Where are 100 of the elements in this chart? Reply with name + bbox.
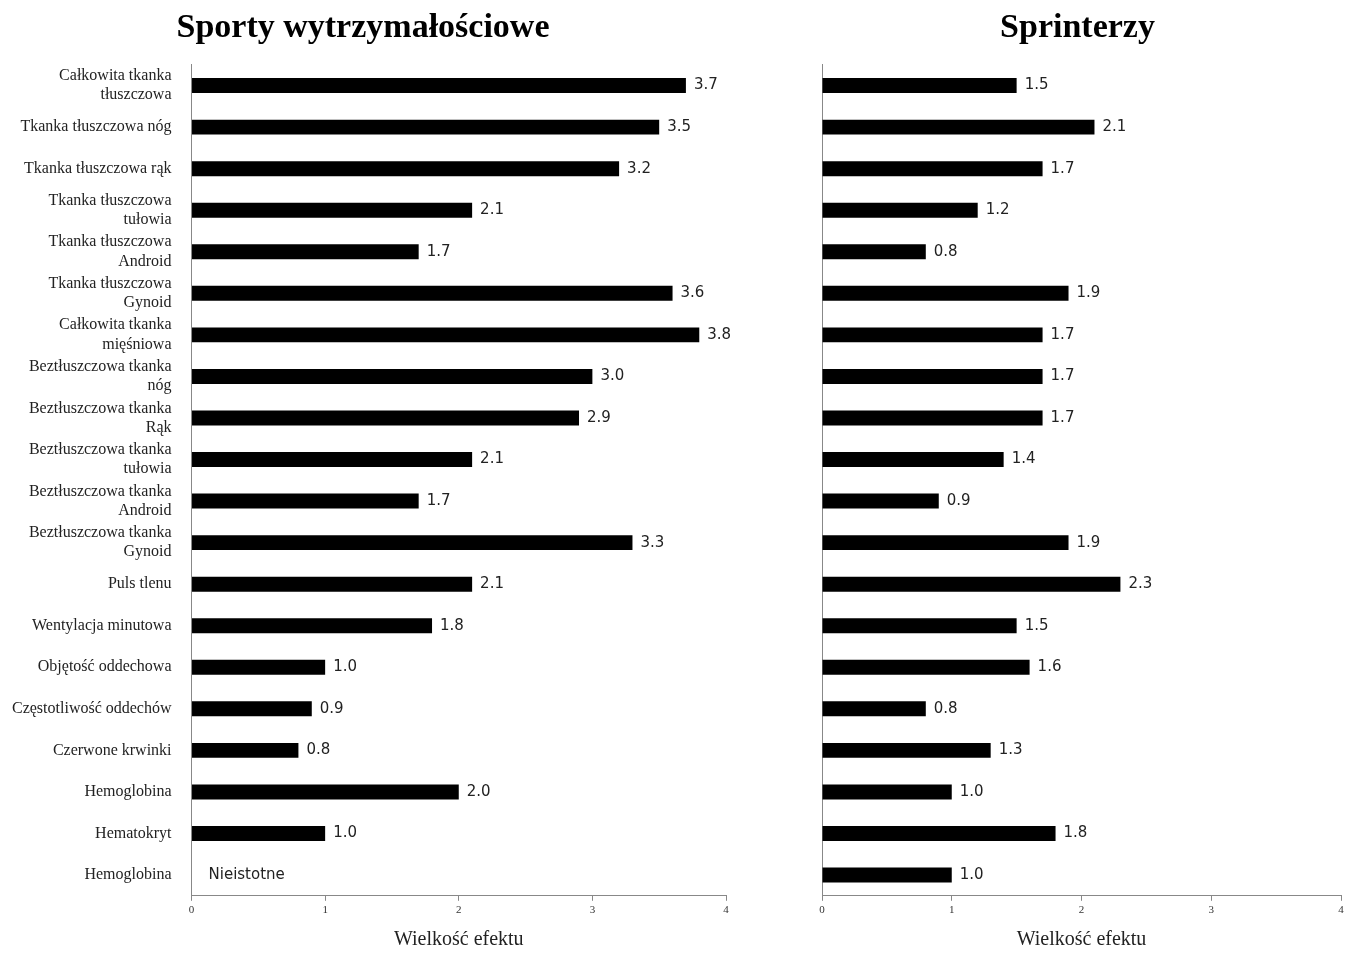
bar — [192, 576, 473, 592]
x-axis-title: Wielkość efektu — [393, 927, 524, 950]
bar — [822, 327, 1043, 343]
bar — [822, 452, 1004, 467]
chart-title: Sporty wytrzymałościowe — [176, 7, 550, 45]
bar — [822, 161, 1043, 177]
x-tick-label: 4 — [1338, 903, 1345, 916]
y-tick-label: Hematokryt — [95, 823, 173, 842]
y-tick-label: Tkanka tłuszczowa Android — [48, 232, 172, 269]
bar — [822, 701, 926, 717]
bar — [822, 576, 1121, 592]
data-label: 2.1 — [480, 574, 504, 593]
x-tick-label: 2 — [456, 903, 462, 916]
annotation: Nieistotne — [208, 864, 285, 883]
data-label: 1.9 — [1076, 283, 1101, 302]
y-tick-label: Beztłuszczowa tkanka nóg — [28, 357, 172, 395]
data-label: 2.3 — [1128, 574, 1153, 593]
data-label: 1.7 — [426, 241, 451, 260]
bar — [192, 659, 326, 675]
data-label: 1.0 — [333, 823, 357, 842]
bar — [192, 452, 473, 467]
x-tick-label: 4 — [723, 903, 730, 916]
bar — [192, 493, 419, 509]
data-label: 1.6 — [1037, 657, 1062, 676]
bar — [192, 78, 686, 94]
y-tick-label: Beztłuszczowa tkanka tułowia — [28, 440, 172, 477]
data-label: 1.7 — [1050, 366, 1075, 385]
y-tick-label: Beztłuszczowa tkanka Rąk — [28, 398, 172, 436]
data-label: 3.8 — [707, 324, 732, 343]
data-label: 1.5 — [1024, 615, 1049, 634]
data-label: 1.3 — [998, 740, 1023, 759]
data-label: 1.7 — [1050, 407, 1075, 426]
x-tick-label: 0 — [188, 903, 195, 916]
y-tick-label: Tkanka tłuszczowa nóg — [20, 117, 172, 136]
data-label: 0.9 — [319, 698, 344, 717]
bar — [192, 161, 620, 177]
data-label: 3.2 — [627, 158, 651, 177]
bar — [192, 618, 433, 634]
y-tick-label: Całkowita tkanka mięśniowa — [59, 315, 172, 353]
data-label: 0.8 — [933, 698, 958, 717]
data-label: 1.0 — [959, 864, 984, 883]
y-tick-label: Hemoglobina — [84, 782, 172, 801]
data-label: 1.4 — [1011, 449, 1036, 468]
y-tick-label: Objętość oddechowa — [37, 657, 172, 676]
data-label: 3.0 — [600, 366, 625, 385]
data-label: 0.9 — [946, 490, 971, 509]
data-label: 1.5 — [1024, 75, 1049, 94]
data-label: 2.1 — [1102, 117, 1127, 136]
data-label: 1.7 — [1050, 158, 1075, 177]
bar — [822, 659, 1030, 675]
bar — [192, 327, 700, 343]
bar — [192, 285, 673, 301]
data-label: 3.3 — [640, 532, 665, 551]
bar — [192, 784, 459, 800]
data-label: 1.0 — [959, 781, 984, 800]
y-tick-label: Hemoglobina — [84, 865, 172, 884]
data-label: 3.7 — [693, 75, 718, 94]
data-label: 0.8 — [306, 740, 331, 759]
data-label: 1.0 — [333, 657, 357, 676]
bar — [192, 535, 633, 551]
data-label: 3.6 — [680, 283, 705, 302]
bar — [822, 368, 1043, 384]
bar — [822, 742, 991, 758]
x-tick-label: 1 — [322, 903, 328, 916]
x-axis-title: Wielkość efektu — [1016, 927, 1147, 950]
bar — [192, 410, 580, 426]
y-tick-label: Całkowita tkanka tłuszczowa — [59, 66, 172, 103]
data-label: 2.9 — [587, 407, 611, 426]
y-tick-label: Wentylacja minutowa — [31, 615, 172, 634]
bar — [822, 410, 1043, 426]
y-tick-label: Czerwone krwinki — [52, 740, 173, 758]
data-label: 2.0 — [466, 781, 491, 800]
data-label: 2.1 — [480, 449, 504, 468]
bar — [192, 119, 660, 135]
data-label: 3.5 — [667, 117, 692, 136]
chart-title: Sprinterzy — [1000, 7, 1155, 45]
data-label: 0.8 — [933, 241, 958, 260]
bar — [822, 826, 1056, 841]
bar — [822, 202, 978, 218]
data-label: 1.2 — [985, 200, 1010, 219]
data-label: 2.1 — [480, 200, 504, 219]
data-label: 1.9 — [1076, 532, 1101, 551]
x-tick-label: 0 — [819, 903, 826, 916]
bar — [822, 784, 952, 800]
x-tick-label: 2 — [1078, 903, 1085, 916]
bar — [822, 493, 939, 509]
y-tick-label: Beztłuszczowa tkanka Android — [28, 481, 172, 518]
x-tick-label: 3 — [589, 903, 596, 916]
y-tick-label: Częstotliwość oddechów — [11, 699, 172, 718]
bar — [822, 867, 952, 883]
bar — [822, 244, 926, 260]
bar — [192, 368, 593, 384]
bar — [822, 78, 1017, 94]
y-tick-label: Tkanka tłuszczowa Gynoid — [48, 273, 172, 312]
bar — [192, 244, 419, 260]
data-label: 1.8 — [1063, 823, 1088, 842]
bar — [192, 742, 299, 758]
x-tick-label: 1 — [949, 903, 955, 916]
bar — [192, 826, 326, 841]
data-label: 1.7 — [426, 490, 451, 509]
